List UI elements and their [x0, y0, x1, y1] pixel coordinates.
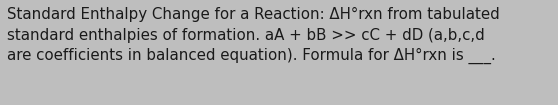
- Text: Standard Enthalpy Change for a Reaction: ΔH°rxn from tabulated
standard enthalpi: Standard Enthalpy Change for a Reaction:…: [7, 7, 500, 64]
